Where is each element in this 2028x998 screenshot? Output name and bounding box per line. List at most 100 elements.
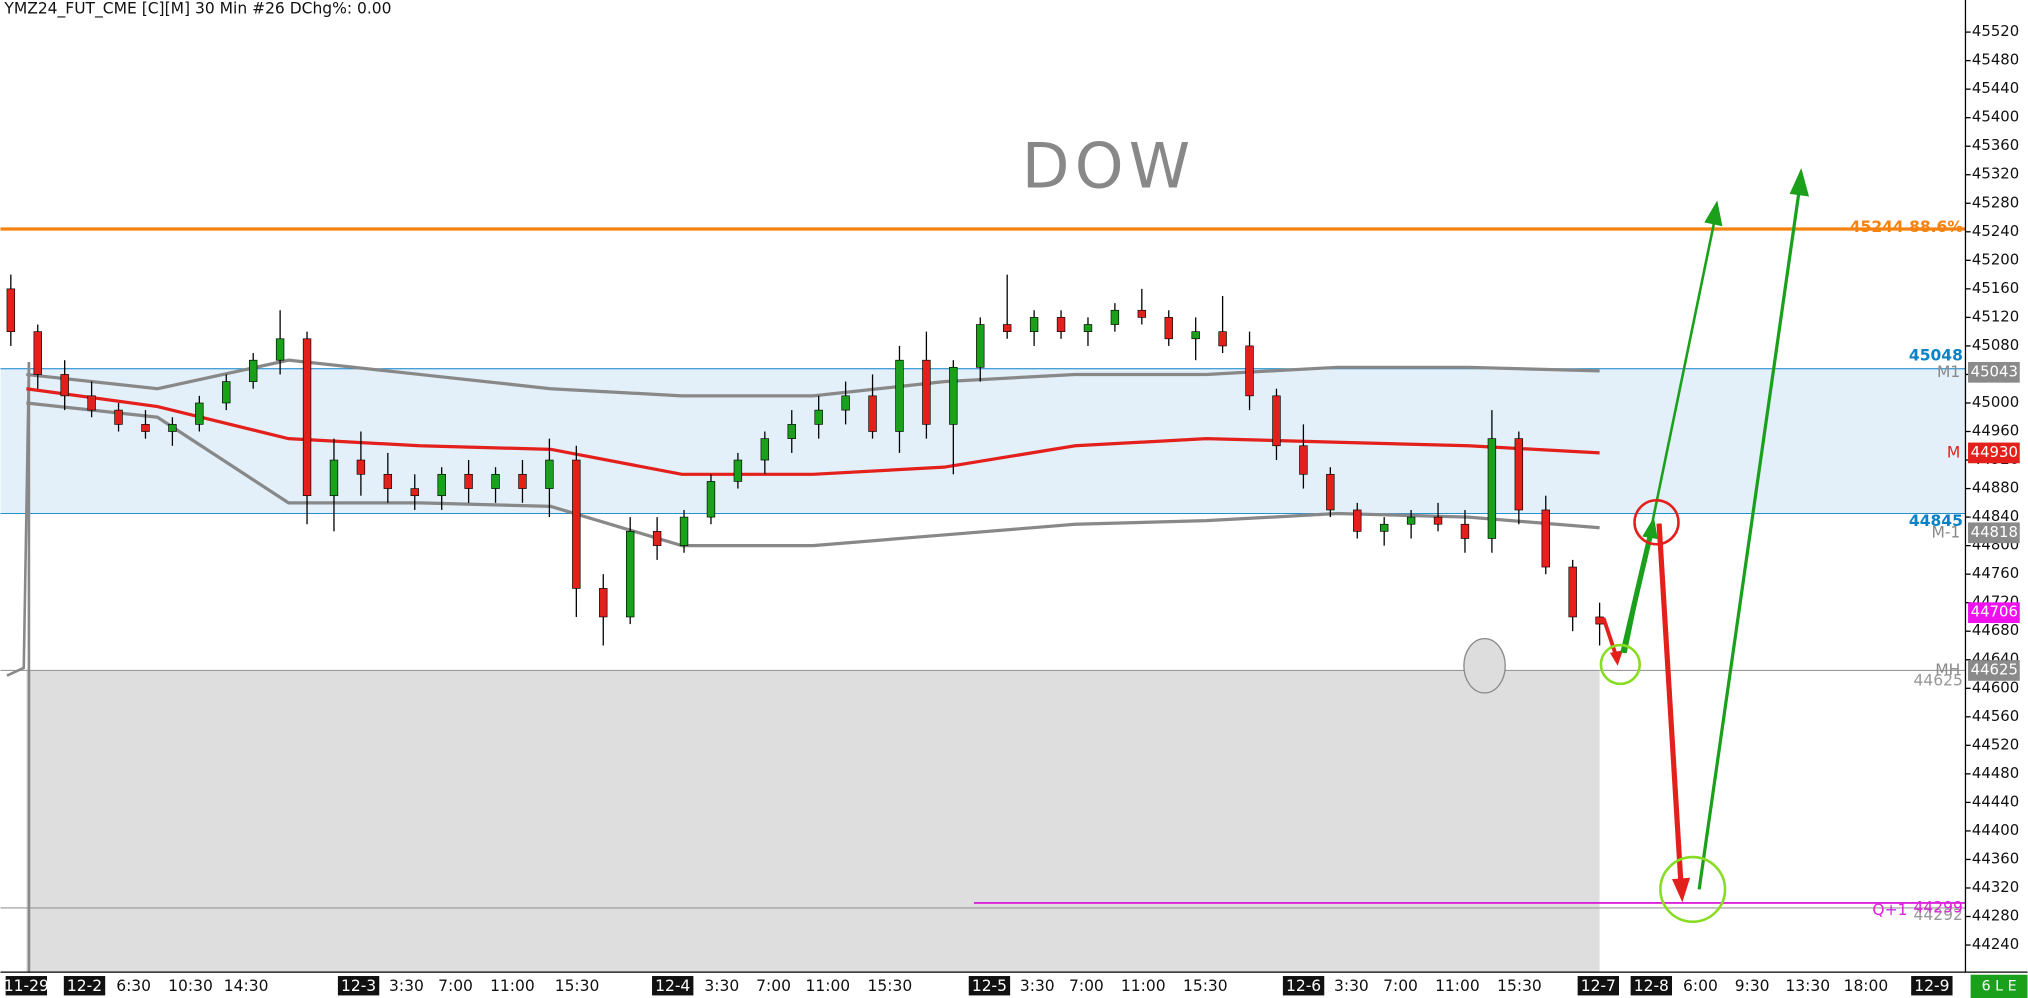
x-time-label: 15:30: [868, 977, 913, 995]
axis-tag: [1968, 361, 2020, 383]
y-tick-label: 44880: [1972, 479, 2019, 497]
candle-body: [1541, 509, 1550, 568]
chart-title: YMZ24_FUT_CME [C][M] 30 Min #26 DChg%: 0…: [3, 0, 391, 19]
candle-body: [814, 409, 823, 425]
candle-body: [60, 374, 69, 397]
q-value: 44299: [1914, 899, 1963, 917]
candle-body: [114, 409, 123, 425]
y-tick-label: 45000: [1972, 393, 2019, 411]
candle-body: [949, 366, 958, 425]
candle-body: [679, 516, 689, 546]
candle-body: [302, 338, 312, 497]
y-tick-label: 45280: [1972, 193, 2019, 211]
candle-body: [787, 424, 796, 439]
y-tick-label: 44560: [1972, 707, 2019, 725]
candle-body: [652, 531, 662, 546]
candle-body: [1460, 523, 1470, 539]
axis-tag-name: M1: [1937, 363, 1960, 381]
candle-body: [383, 473, 393, 489]
date-box: [1630, 976, 1673, 996]
fib-label: 45244 88.6%: [1850, 218, 1964, 236]
y-tick-label: 44960: [1972, 422, 2019, 440]
candle-body: [222, 381, 231, 404]
shaded-area: [26, 670, 1600, 973]
candle-body: [329, 459, 339, 497]
y-tick-label: 44360: [1972, 849, 2019, 867]
level-label: 44625: [1914, 671, 1963, 689]
candle-body: [1245, 345, 1254, 397]
level-label: 44292: [1914, 906, 1963, 924]
y-tick-label: 44440: [1972, 792, 2019, 810]
candle-body: [1326, 473, 1335, 511]
x-time-label: 7:00: [756, 977, 791, 995]
x-time-label: 11:00: [806, 977, 851, 995]
candle-body: [1433, 516, 1443, 525]
candle-body: [437, 473, 446, 497]
band-label: 45048: [1909, 346, 1963, 364]
x-time-label: 6:30: [116, 977, 151, 995]
candle-body: [1002, 324, 1012, 332]
axis-tag-label: 44818: [1971, 523, 2018, 541]
candle-body: [1083, 324, 1093, 332]
x-date-label: 12-5: [972, 977, 1007, 995]
y-tick-label: 44280: [1972, 907, 2019, 925]
candle-body: [625, 531, 635, 618]
y-tick-label: 44600: [1972, 678, 2019, 696]
band-label: 44845: [1909, 512, 1963, 530]
date-box: [1282, 976, 1325, 996]
date-box: [1911, 976, 1953, 996]
y-tick-label: 44680: [1972, 621, 2019, 639]
y-tick-label: 45400: [1972, 108, 2019, 126]
x-time-label: 3:30: [704, 977, 739, 995]
candle-body: [733, 459, 743, 482]
candle-body: [195, 402, 204, 425]
q-name: Q+1: [1872, 901, 1907, 919]
x-date-label: 12-7: [1581, 977, 1616, 995]
arrowhead: [1789, 168, 1810, 197]
x-date-label: 12-4: [655, 977, 690, 995]
arrow: [1697, 193, 1801, 890]
candle-body: [706, 481, 716, 518]
x-date-label: 12-6: [1286, 977, 1321, 995]
candle-body: [33, 331, 42, 375]
axis-tag-label: 44706: [1971, 603, 2018, 621]
candle-body: [6, 288, 16, 332]
candle-body: [1218, 331, 1227, 347]
candle-body: [572, 459, 581, 589]
candle-body: [87, 395, 96, 411]
y-tick-label: 44480: [1972, 764, 2019, 782]
arrow: [1624, 219, 1716, 654]
x-time-label: 7:00: [1383, 977, 1418, 995]
x-time-label: 15:30: [555, 977, 600, 995]
y-tick-label: 44320: [1972, 878, 2019, 896]
candle-body: [895, 359, 904, 432]
axis-tag: [1968, 522, 2020, 544]
axis-tag-name: M: [1947, 443, 1960, 461]
band-line: [26, 387, 1600, 476]
y-tick-label: 45520: [1972, 22, 2019, 40]
candle-body: [464, 473, 473, 489]
y-tick-label: 45320: [1972, 165, 2019, 183]
candle-body: [545, 459, 554, 489]
candle-body: [1514, 438, 1524, 511]
candle-body: [275, 338, 285, 361]
y-tick-label: 45160: [1972, 279, 2019, 297]
circle: [1599, 643, 1641, 686]
candle-body: [1137, 309, 1147, 318]
x-time-label: 15:30: [1497, 977, 1542, 995]
y-tick-label: 44520: [1972, 735, 2019, 753]
date-box: [968, 976, 1011, 996]
candle-body: [1191, 331, 1200, 340]
candle-body: [248, 359, 258, 382]
left-line: [6, 361, 31, 973]
candle-body: [1568, 566, 1577, 618]
axis-tag: [1968, 442, 2020, 464]
candle-body: [922, 359, 931, 425]
candle-body: [1487, 438, 1497, 539]
y-tick-label: 44760: [1972, 564, 2019, 582]
y-tick-label: 45200: [1972, 250, 2019, 268]
x-date-label: 11-29: [4, 977, 49, 995]
y-tick-label: 44840: [1972, 507, 2019, 525]
ellipse: [1463, 637, 1506, 694]
